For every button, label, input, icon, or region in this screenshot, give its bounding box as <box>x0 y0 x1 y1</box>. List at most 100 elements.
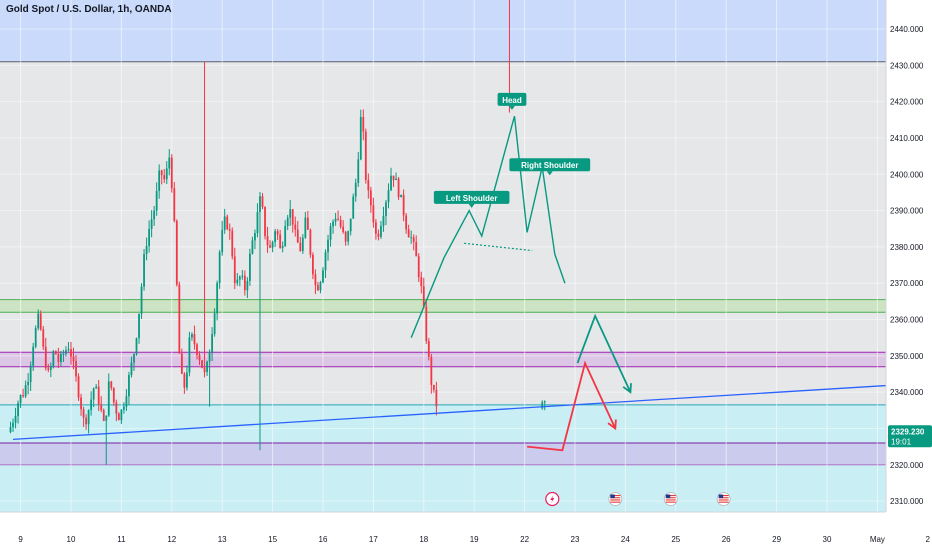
candle-body <box>65 350 67 354</box>
annotation-pointer <box>508 105 515 110</box>
time-tick-label: 19 <box>470 535 479 544</box>
candle-body <box>415 242 418 257</box>
candle-body <box>9 427 12 433</box>
grey-low-range <box>0 366 886 405</box>
candle-body <box>62 353 65 355</box>
candle-body <box>44 346 47 369</box>
lightning-event-icon[interactable] <box>545 491 560 507</box>
candle-body <box>299 242 302 252</box>
candle-body <box>261 196 264 207</box>
candle-body <box>163 175 166 180</box>
candle-body <box>80 397 82 410</box>
candle-body <box>70 349 72 357</box>
time-tick-label: 11 <box>117 535 126 544</box>
time-tick-label: 26 <box>722 535 731 544</box>
candle-body <box>117 413 120 421</box>
candle-body <box>145 246 148 255</box>
candle-body <box>67 349 70 351</box>
candle-body <box>309 229 312 255</box>
candle-body <box>432 384 435 390</box>
candle-body <box>105 415 108 421</box>
price-tick-label: 2420.000 <box>890 98 924 107</box>
candle-body <box>206 361 208 373</box>
candle-body <box>216 282 219 314</box>
candle-body <box>155 190 158 211</box>
candle-body <box>112 387 115 403</box>
candle-body <box>349 218 352 232</box>
candle-body <box>241 275 244 277</box>
candle-body <box>291 209 294 225</box>
candle-body <box>60 354 62 362</box>
price-tick-label: 2410.000 <box>890 134 924 143</box>
candle-body <box>211 334 213 354</box>
candle-body <box>249 253 251 281</box>
candle-body <box>178 284 181 354</box>
price-tick-label: 2380.000 <box>890 243 924 252</box>
candle-body <box>243 275 246 291</box>
candle-body <box>342 226 345 232</box>
grey-range <box>0 61 886 302</box>
candle-body <box>362 116 365 132</box>
candle-body <box>135 338 138 355</box>
candle-body <box>412 237 415 243</box>
candle-body <box>158 170 161 191</box>
candle-body <box>37 313 40 329</box>
candle-body <box>254 233 256 241</box>
time-tick-label: 13 <box>218 535 227 544</box>
price-tick-label: 2430.000 <box>890 61 924 70</box>
candle-body <box>435 389 438 407</box>
candle-body <box>382 216 385 226</box>
candle-body <box>231 230 234 257</box>
upper-blue-zone <box>0 0 886 62</box>
time-tick-label: 30 <box>823 535 832 544</box>
candle-body <box>359 116 362 160</box>
candle-body <box>332 221 334 227</box>
price-tick-label: 2350.000 <box>890 352 924 361</box>
annotation-label: Left Shoulder <box>446 194 498 203</box>
candle-body <box>238 276 241 280</box>
candle-body <box>173 188 176 221</box>
candle-body <box>420 277 423 287</box>
candle-body <box>324 252 327 271</box>
candle-body <box>266 236 269 246</box>
candle-body <box>417 256 420 278</box>
candle-body <box>397 178 400 198</box>
candle-body <box>364 131 367 180</box>
candle-body <box>82 409 85 418</box>
candle-body <box>380 225 382 237</box>
candle-body <box>150 219 153 229</box>
candle-body <box>17 403 19 417</box>
candle-body <box>180 353 183 374</box>
projection-arrow-red-head <box>607 419 617 431</box>
cyan-support-zone <box>0 404 886 444</box>
candle-body <box>289 209 292 218</box>
grey-mid-range <box>0 312 886 353</box>
candle-body <box>19 395 22 404</box>
candle-body <box>410 237 413 239</box>
us-flag-event-icon[interactable] <box>663 492 678 506</box>
us-flag-event-icon[interactable] <box>608 492 623 506</box>
candle-body <box>274 231 276 243</box>
candle-body <box>24 385 27 397</box>
candle-body <box>334 218 337 222</box>
candle-body <box>233 256 236 284</box>
time-tick-label: 29 <box>772 535 781 544</box>
candle-body <box>85 417 87 425</box>
annotation-label-box <box>433 190 510 204</box>
candle-body <box>183 373 186 388</box>
us-flag-event-icon[interactable] <box>716 492 731 506</box>
candle-body <box>357 159 360 183</box>
price-axis <box>886 0 932 550</box>
candle-body <box>251 240 254 254</box>
candle-body <box>427 341 430 357</box>
trendline <box>12 384 886 441</box>
candle-body <box>407 229 410 238</box>
candle-body <box>57 354 60 362</box>
candle-body <box>541 402 544 409</box>
candle-body <box>213 313 216 335</box>
candle-body <box>188 337 191 373</box>
candle-body <box>385 202 387 217</box>
candle-body <box>375 222 377 234</box>
